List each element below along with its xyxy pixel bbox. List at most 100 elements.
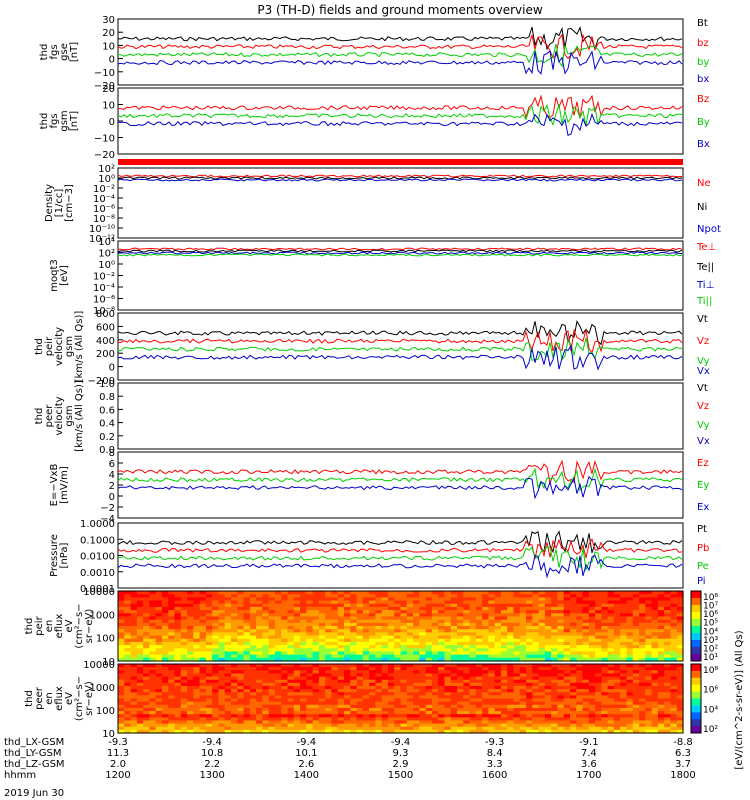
heatmap-cell bbox=[394, 638, 402, 643]
heatmap-cell bbox=[394, 670, 402, 675]
heatmap-cell bbox=[500, 673, 508, 678]
heatmap-cell bbox=[318, 651, 326, 656]
heatmap-cell bbox=[651, 689, 659, 693]
heatmap-cell bbox=[519, 594, 527, 598]
heatmap-cell bbox=[620, 657, 628, 662]
heatmap-cell bbox=[337, 679, 345, 684]
heatmap-cell bbox=[268, 613, 276, 618]
heatmap-cell bbox=[620, 610, 628, 614]
heatmap-cell bbox=[136, 717, 144, 722]
heatmap-cell bbox=[620, 606, 628, 611]
heatmap-cell bbox=[425, 723, 433, 728]
heatmap-cell bbox=[613, 726, 621, 731]
heatmap-cell bbox=[469, 692, 477, 696]
heatmap-cell bbox=[475, 591, 483, 595]
heatmap-cell bbox=[218, 692, 226, 696]
heatmap-cell bbox=[136, 613, 144, 618]
heatmap-cell bbox=[450, 729, 458, 734]
heatmap-cell bbox=[670, 619, 678, 624]
heatmap-cell bbox=[588, 711, 596, 715]
heatmap-cell bbox=[168, 597, 176, 602]
y-tick-label: 0 bbox=[109, 363, 115, 374]
heatmap-cell bbox=[344, 679, 351, 684]
heatmap-cell bbox=[413, 641, 420, 646]
heatmap-cell bbox=[387, 619, 395, 624]
heatmap-cell bbox=[670, 711, 678, 715]
heatmap-cell bbox=[563, 591, 571, 595]
heatmap-cell bbox=[645, 610, 653, 614]
y-tick-label: 0.8 bbox=[99, 392, 115, 403]
series-line bbox=[117, 94, 683, 119]
heatmap-cell bbox=[582, 723, 590, 728]
heatmap-cell bbox=[632, 638, 640, 643]
heatmap-cell bbox=[494, 714, 502, 718]
heatmap-cell bbox=[274, 597, 282, 602]
heatmap-cell bbox=[444, 682, 452, 687]
heatmap-cell bbox=[118, 638, 125, 643]
heatmap-cell bbox=[551, 692, 559, 696]
heatmap-cell bbox=[544, 664, 552, 668]
heatmap-cell bbox=[419, 682, 427, 687]
heatmap-cell bbox=[632, 695, 640, 700]
heatmap-cell bbox=[287, 610, 295, 614]
heatmap-cell bbox=[325, 714, 333, 718]
y-tick-label: 0.2 bbox=[99, 432, 115, 443]
heatmap-cell bbox=[544, 597, 552, 602]
heatmap-cell bbox=[676, 701, 684, 706]
heatmap-cell bbox=[325, 729, 333, 734]
heatmap-cell bbox=[187, 654, 194, 659]
heatmap-cell bbox=[519, 695, 527, 700]
heatmap-cell bbox=[124, 632, 132, 637]
heatmap-cell bbox=[551, 622, 559, 627]
heatmap-cell bbox=[344, 695, 351, 700]
heatmap-cell bbox=[306, 667, 314, 671]
heatmap-cell bbox=[199, 606, 207, 611]
heatmap-cell bbox=[350, 603, 358, 608]
heatmap-cell bbox=[651, 673, 659, 678]
heatmap-cell bbox=[419, 701, 427, 706]
heatmap-cell bbox=[601, 717, 609, 722]
heatmap-cell bbox=[337, 645, 345, 649]
heatmap-cell bbox=[500, 616, 508, 621]
heatmap-cell bbox=[306, 670, 314, 675]
y-axis-label: thd bbox=[24, 618, 35, 635]
heatmap-cell bbox=[344, 726, 351, 731]
heatmap-cell bbox=[482, 629, 489, 633]
heatmap-cell bbox=[149, 717, 157, 722]
legend-entry: bx bbox=[697, 74, 709, 85]
heatmap-cell bbox=[394, 704, 402, 709]
heatmap-cell bbox=[469, 695, 477, 700]
heatmap-cell bbox=[482, 610, 489, 614]
colorbar-segment bbox=[691, 633, 701, 641]
heatmap-cell bbox=[557, 667, 565, 671]
heatmap-cell bbox=[243, 673, 251, 678]
heatmap-cell bbox=[438, 670, 446, 675]
heatmap-cell bbox=[676, 704, 684, 709]
heatmap-cell bbox=[350, 629, 358, 633]
heatmap-cell bbox=[268, 648, 276, 653]
heatmap-cell bbox=[356, 616, 364, 621]
heatmap-cell bbox=[482, 603, 489, 608]
heatmap-cell bbox=[431, 594, 439, 598]
heatmap-cell bbox=[143, 616, 150, 621]
heatmap-cell bbox=[325, 689, 333, 693]
heatmap-cell bbox=[538, 641, 546, 646]
heatmap-cell bbox=[444, 616, 452, 621]
heatmap-cell bbox=[362, 726, 370, 731]
heatmap-cell bbox=[601, 610, 609, 614]
heatmap-cell bbox=[582, 692, 590, 696]
heatmap-cell bbox=[174, 613, 182, 618]
heatmap-cell bbox=[620, 648, 628, 653]
panel-frame bbox=[117, 590, 684, 662]
heatmap-cell bbox=[419, 619, 427, 624]
heatmap-cell bbox=[375, 657, 383, 662]
heatmap-cell bbox=[281, 603, 289, 608]
heatmap-cell bbox=[218, 670, 226, 675]
heatmap-cell bbox=[143, 711, 150, 715]
heatmap-cell bbox=[450, 603, 458, 608]
heatmap-cell bbox=[419, 670, 427, 675]
heatmap-cell bbox=[281, 606, 289, 611]
heatmap-cell bbox=[557, 701, 565, 706]
heatmap-cell bbox=[538, 610, 546, 614]
